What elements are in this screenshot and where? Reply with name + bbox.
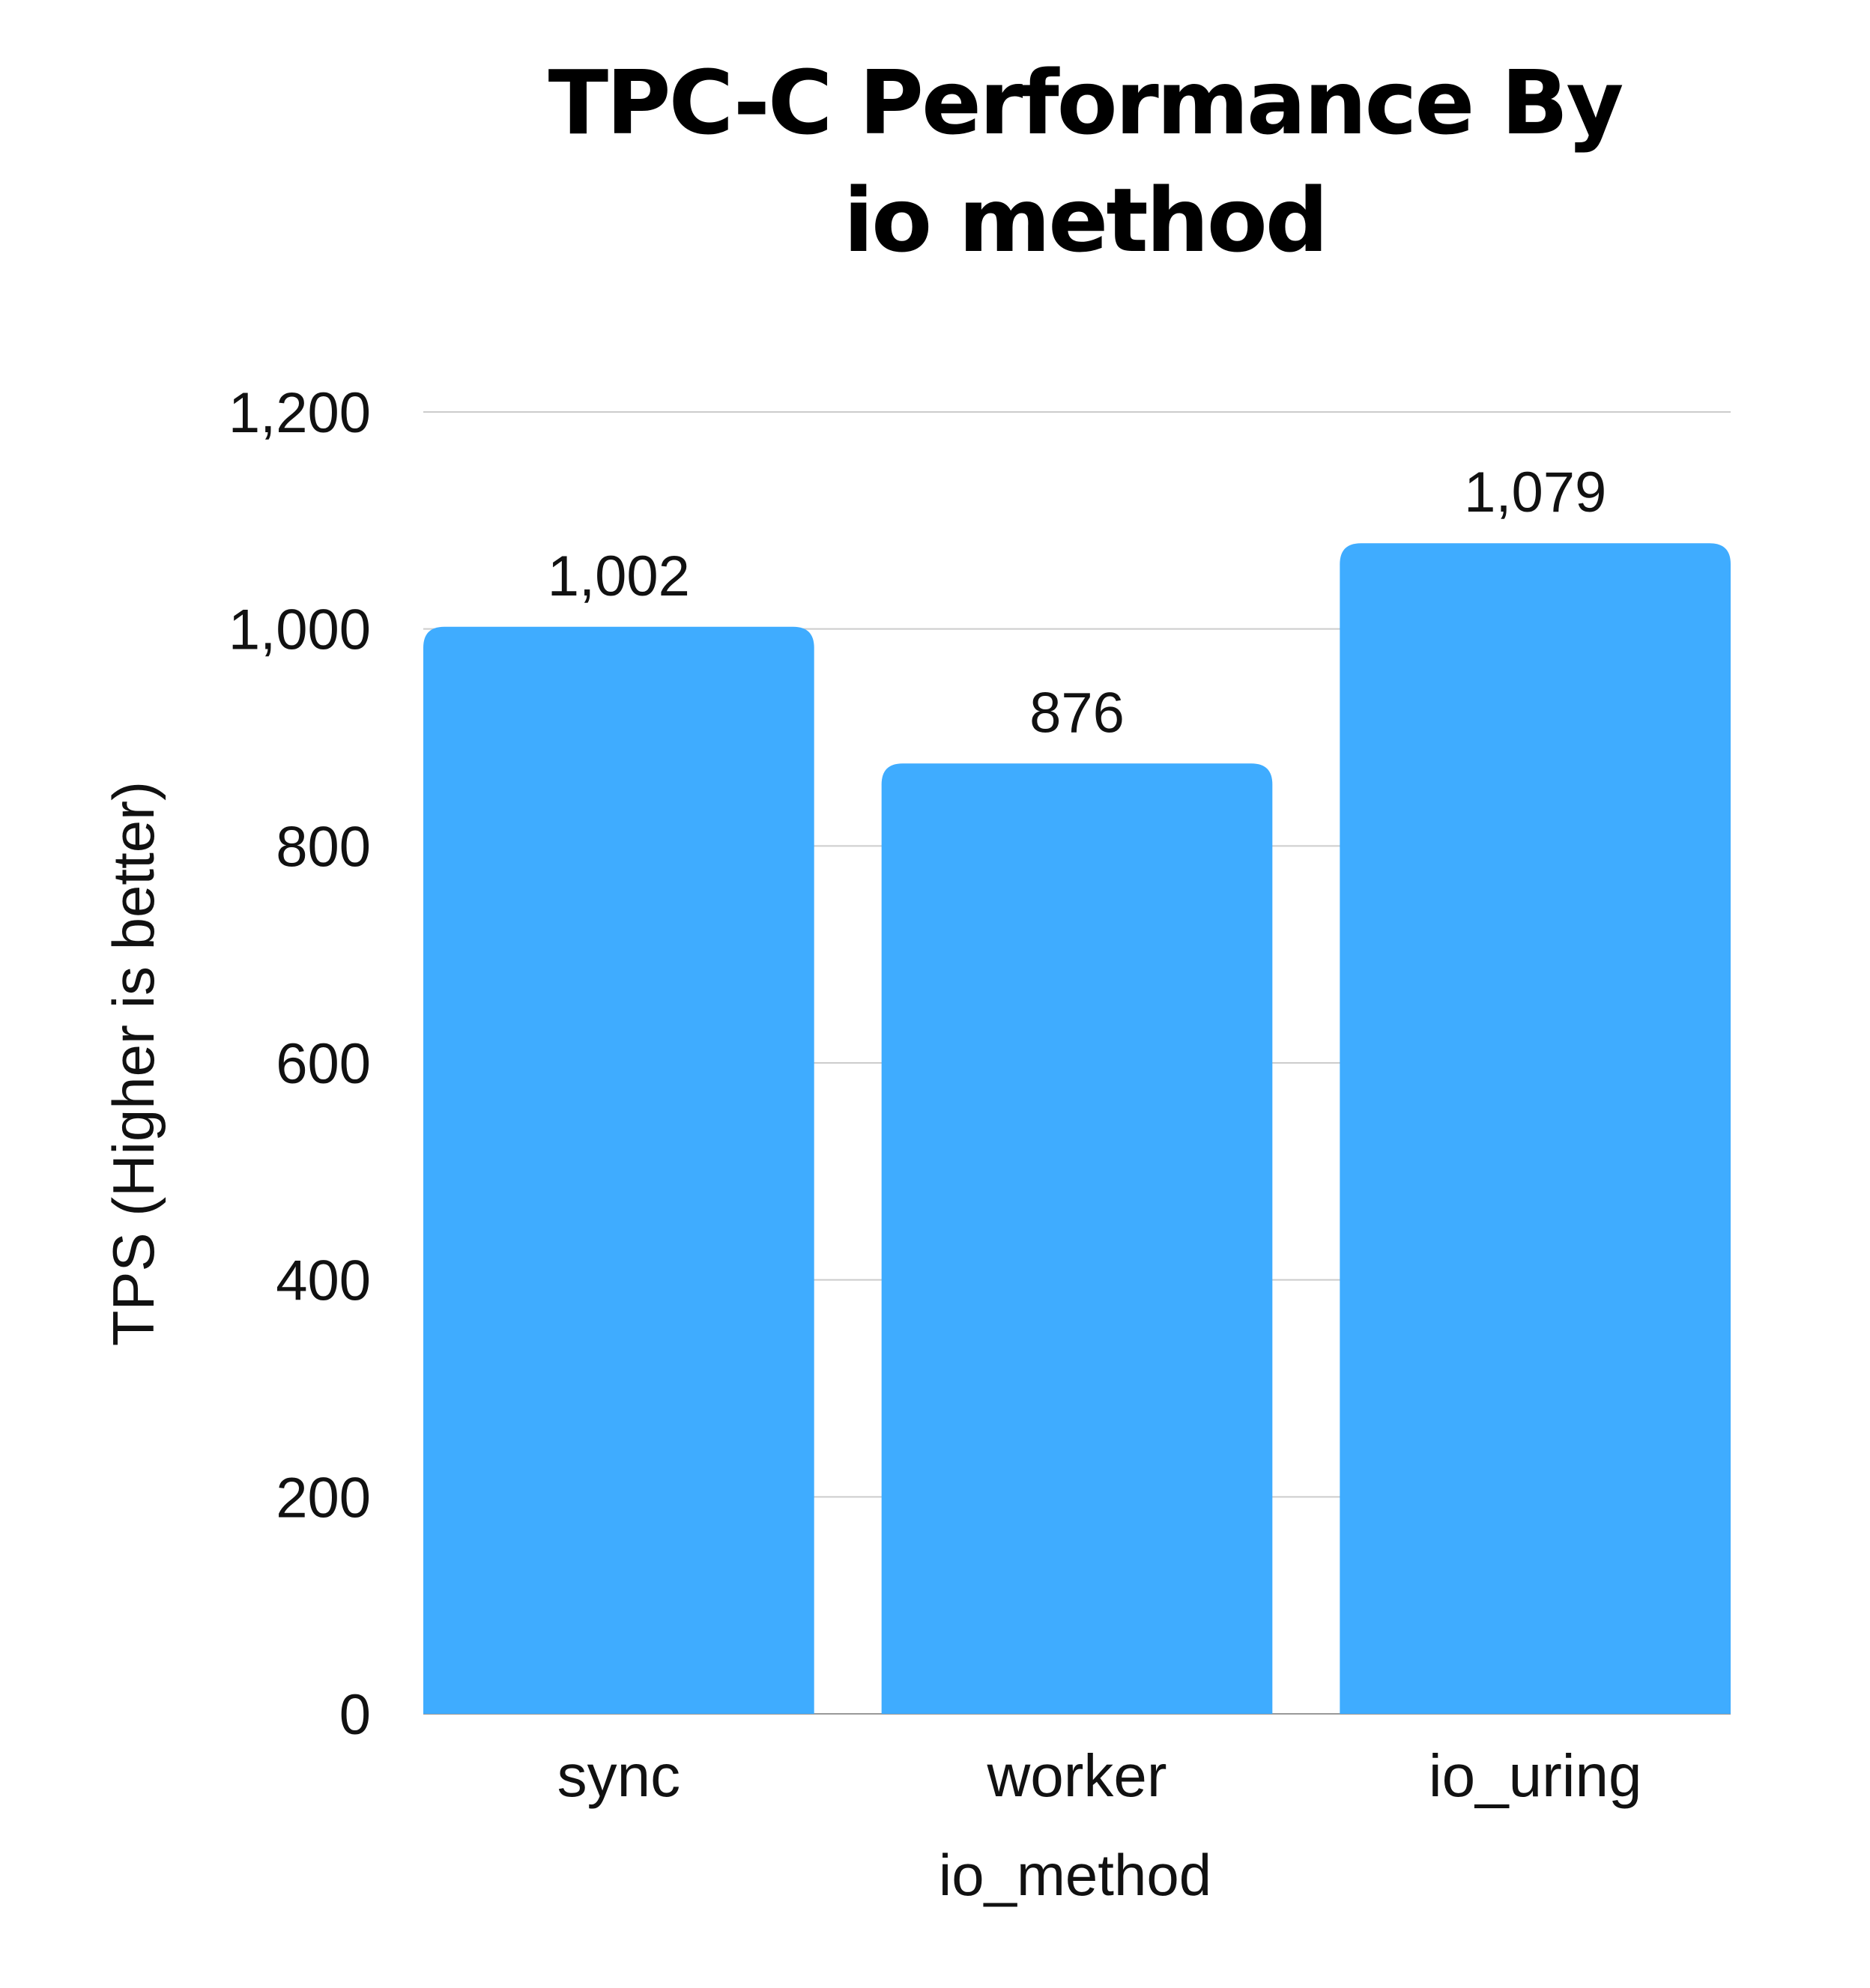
y-tick-label: 200 (276, 1466, 371, 1530)
x-tick-label: sync (557, 1742, 681, 1809)
y-tick-label: 800 (276, 815, 371, 879)
y-tick-label: 1,200 (229, 381, 371, 445)
y-axis-ticks: 0 200 400 600 800 1,000 1,200 (229, 381, 371, 1747)
bars (423, 543, 1731, 1715)
y-tick-label: 400 (276, 1249, 371, 1313)
y-tick-label: 0 (339, 1683, 371, 1747)
x-tick-label: worker (986, 1742, 1167, 1809)
bar-worker (881, 763, 1273, 1714)
x-axis-categories: sync worker io_uring (557, 1742, 1642, 1809)
x-axis-title: io_method (939, 1842, 1211, 1908)
value-label: 1,002 (548, 545, 690, 608)
bar-sync (423, 626, 814, 1714)
value-label: 876 (1029, 681, 1125, 745)
chart-title-line-2: io method (844, 169, 1327, 272)
value-labels: 1,002 876 1,079 (548, 461, 1607, 745)
value-label: 1,079 (1464, 461, 1606, 524)
chart-title-line-1: TPC-C Performance By (548, 51, 1623, 154)
y-tick-label: 1,000 (229, 598, 371, 662)
y-axis-title: TPS (Higher is better) (100, 781, 166, 1346)
y-tick-label: 600 (276, 1032, 371, 1096)
x-tick-label: io_uring (1429, 1742, 1642, 1809)
bar-io_uring (1340, 543, 1731, 1715)
